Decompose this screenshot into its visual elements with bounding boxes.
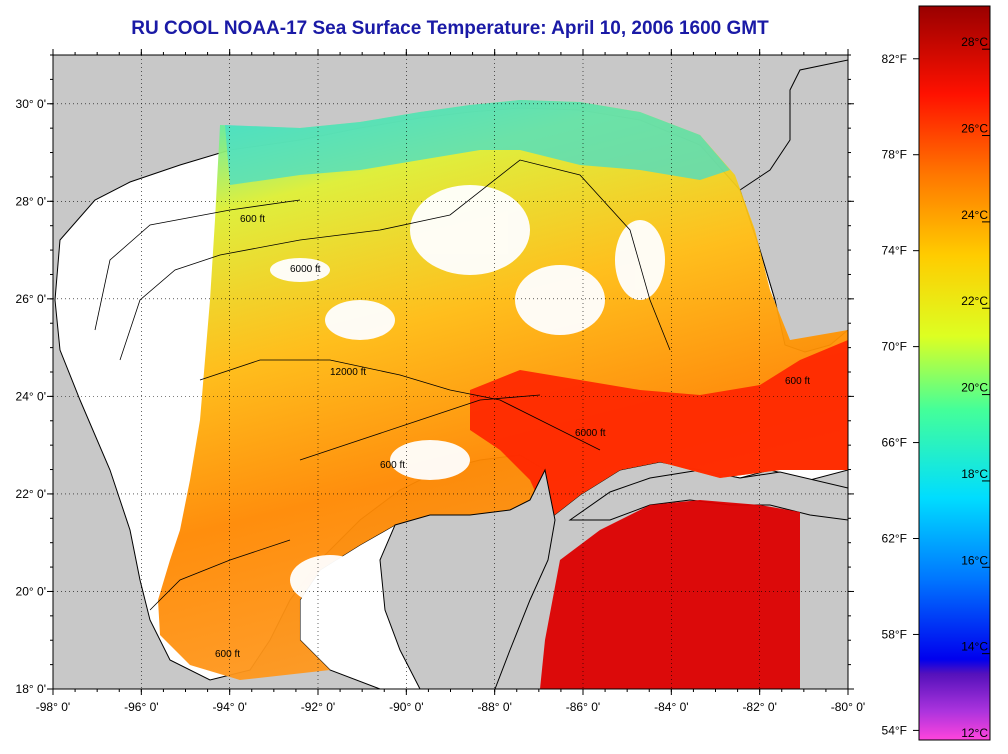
map-grid — [53, 55, 848, 689]
lon-tick-label: -92° 0' — [301, 700, 335, 714]
cloud-gaps — [270, 185, 665, 605]
lat-tick-label: 30° 0' — [16, 97, 46, 111]
lon-tick-label: -98° 0' — [36, 700, 70, 714]
celsius-label: 22°C — [961, 294, 988, 308]
celsius-label: 28°C — [961, 35, 988, 49]
lat-tick-label: 28° 0' — [16, 194, 46, 208]
caribbean-warm — [540, 500, 800, 689]
fahrenheit-label: 82°F — [882, 52, 907, 66]
yucatan-land — [379, 468, 556, 689]
cuba-land — [568, 469, 848, 521]
lon-tick-label: -84° 0' — [654, 700, 688, 714]
fahrenheit-label: 78°F — [882, 148, 907, 162]
celsius-label: 18°C — [961, 467, 988, 481]
fahrenheit-label: 66°F — [882, 436, 907, 450]
lat-tick-label: 22° 0' — [16, 487, 46, 501]
celsius-label: 14°C — [961, 640, 988, 654]
florida-land — [739, 59, 848, 353]
lon-tick-label: -90° 0' — [389, 700, 423, 714]
contour-label: 600 ft — [380, 460, 405, 471]
colorbar — [918, 5, 991, 741]
contour-label: 600 ft — [240, 214, 265, 225]
celsius-label: 16°C — [961, 553, 988, 567]
celsius-label: 26°C — [961, 122, 988, 136]
lat-tick-label: 18° 0' — [16, 682, 46, 696]
lon-tick-label: -94° 0' — [212, 700, 246, 714]
lat-tick-label: 24° 0' — [16, 389, 46, 403]
celsius-label: 24°C — [961, 208, 988, 222]
bathymetry-contours — [94, 159, 671, 611]
fahrenheit-label: 74°F — [882, 244, 907, 258]
lon-tick-label: -86° 0' — [566, 700, 600, 714]
celsius-label: 12°C — [961, 726, 988, 740]
fahrenheit-label: 54°F — [882, 723, 907, 737]
lon-tick-label: -88° 0' — [477, 700, 511, 714]
contour-label: 600 ft — [785, 376, 810, 387]
fahrenheit-label: 70°F — [882, 340, 907, 354]
lat-tick-label: 20° 0' — [16, 584, 46, 598]
contour-label: 6000 ft — [575, 428, 606, 439]
warm-eddy — [470, 340, 848, 520]
contour-label: 6000 ft — [290, 264, 321, 275]
map-plot-area: 600 ft 6000 ft 12000 ft 6000 ft 600 ft 6… — [53, 55, 848, 689]
lon-tick-label: -82° 0' — [742, 700, 776, 714]
contour-label: 12000 ft — [330, 367, 366, 378]
lon-tick-label: -80° 0' — [831, 700, 865, 714]
map-axes: -98° 0' -96° 0' -94° 0' -92° 0' -90° 0' -88° … — [16, 49, 865, 714]
fahrenheit-label: 62°F — [882, 532, 907, 546]
fahrenheit-label: 58°F — [882, 627, 907, 641]
map-title: RU COOL NOAA-17 Sea Surface Temperature:… — [131, 18, 769, 39]
contour-label: 600 ft — [215, 649, 240, 660]
lat-tick-label: 26° 0' — [16, 292, 46, 306]
colorbar-ticks: 28°C 26°C 24°C 22°C 20°C 18°C 16°C 14°C 12°C 82°F… — [882, 35, 990, 741]
celsius-label: 20°C — [961, 381, 988, 395]
cool-shelf — [225, 100, 730, 185]
lon-tick-label: -96° 0' — [124, 700, 158, 714]
